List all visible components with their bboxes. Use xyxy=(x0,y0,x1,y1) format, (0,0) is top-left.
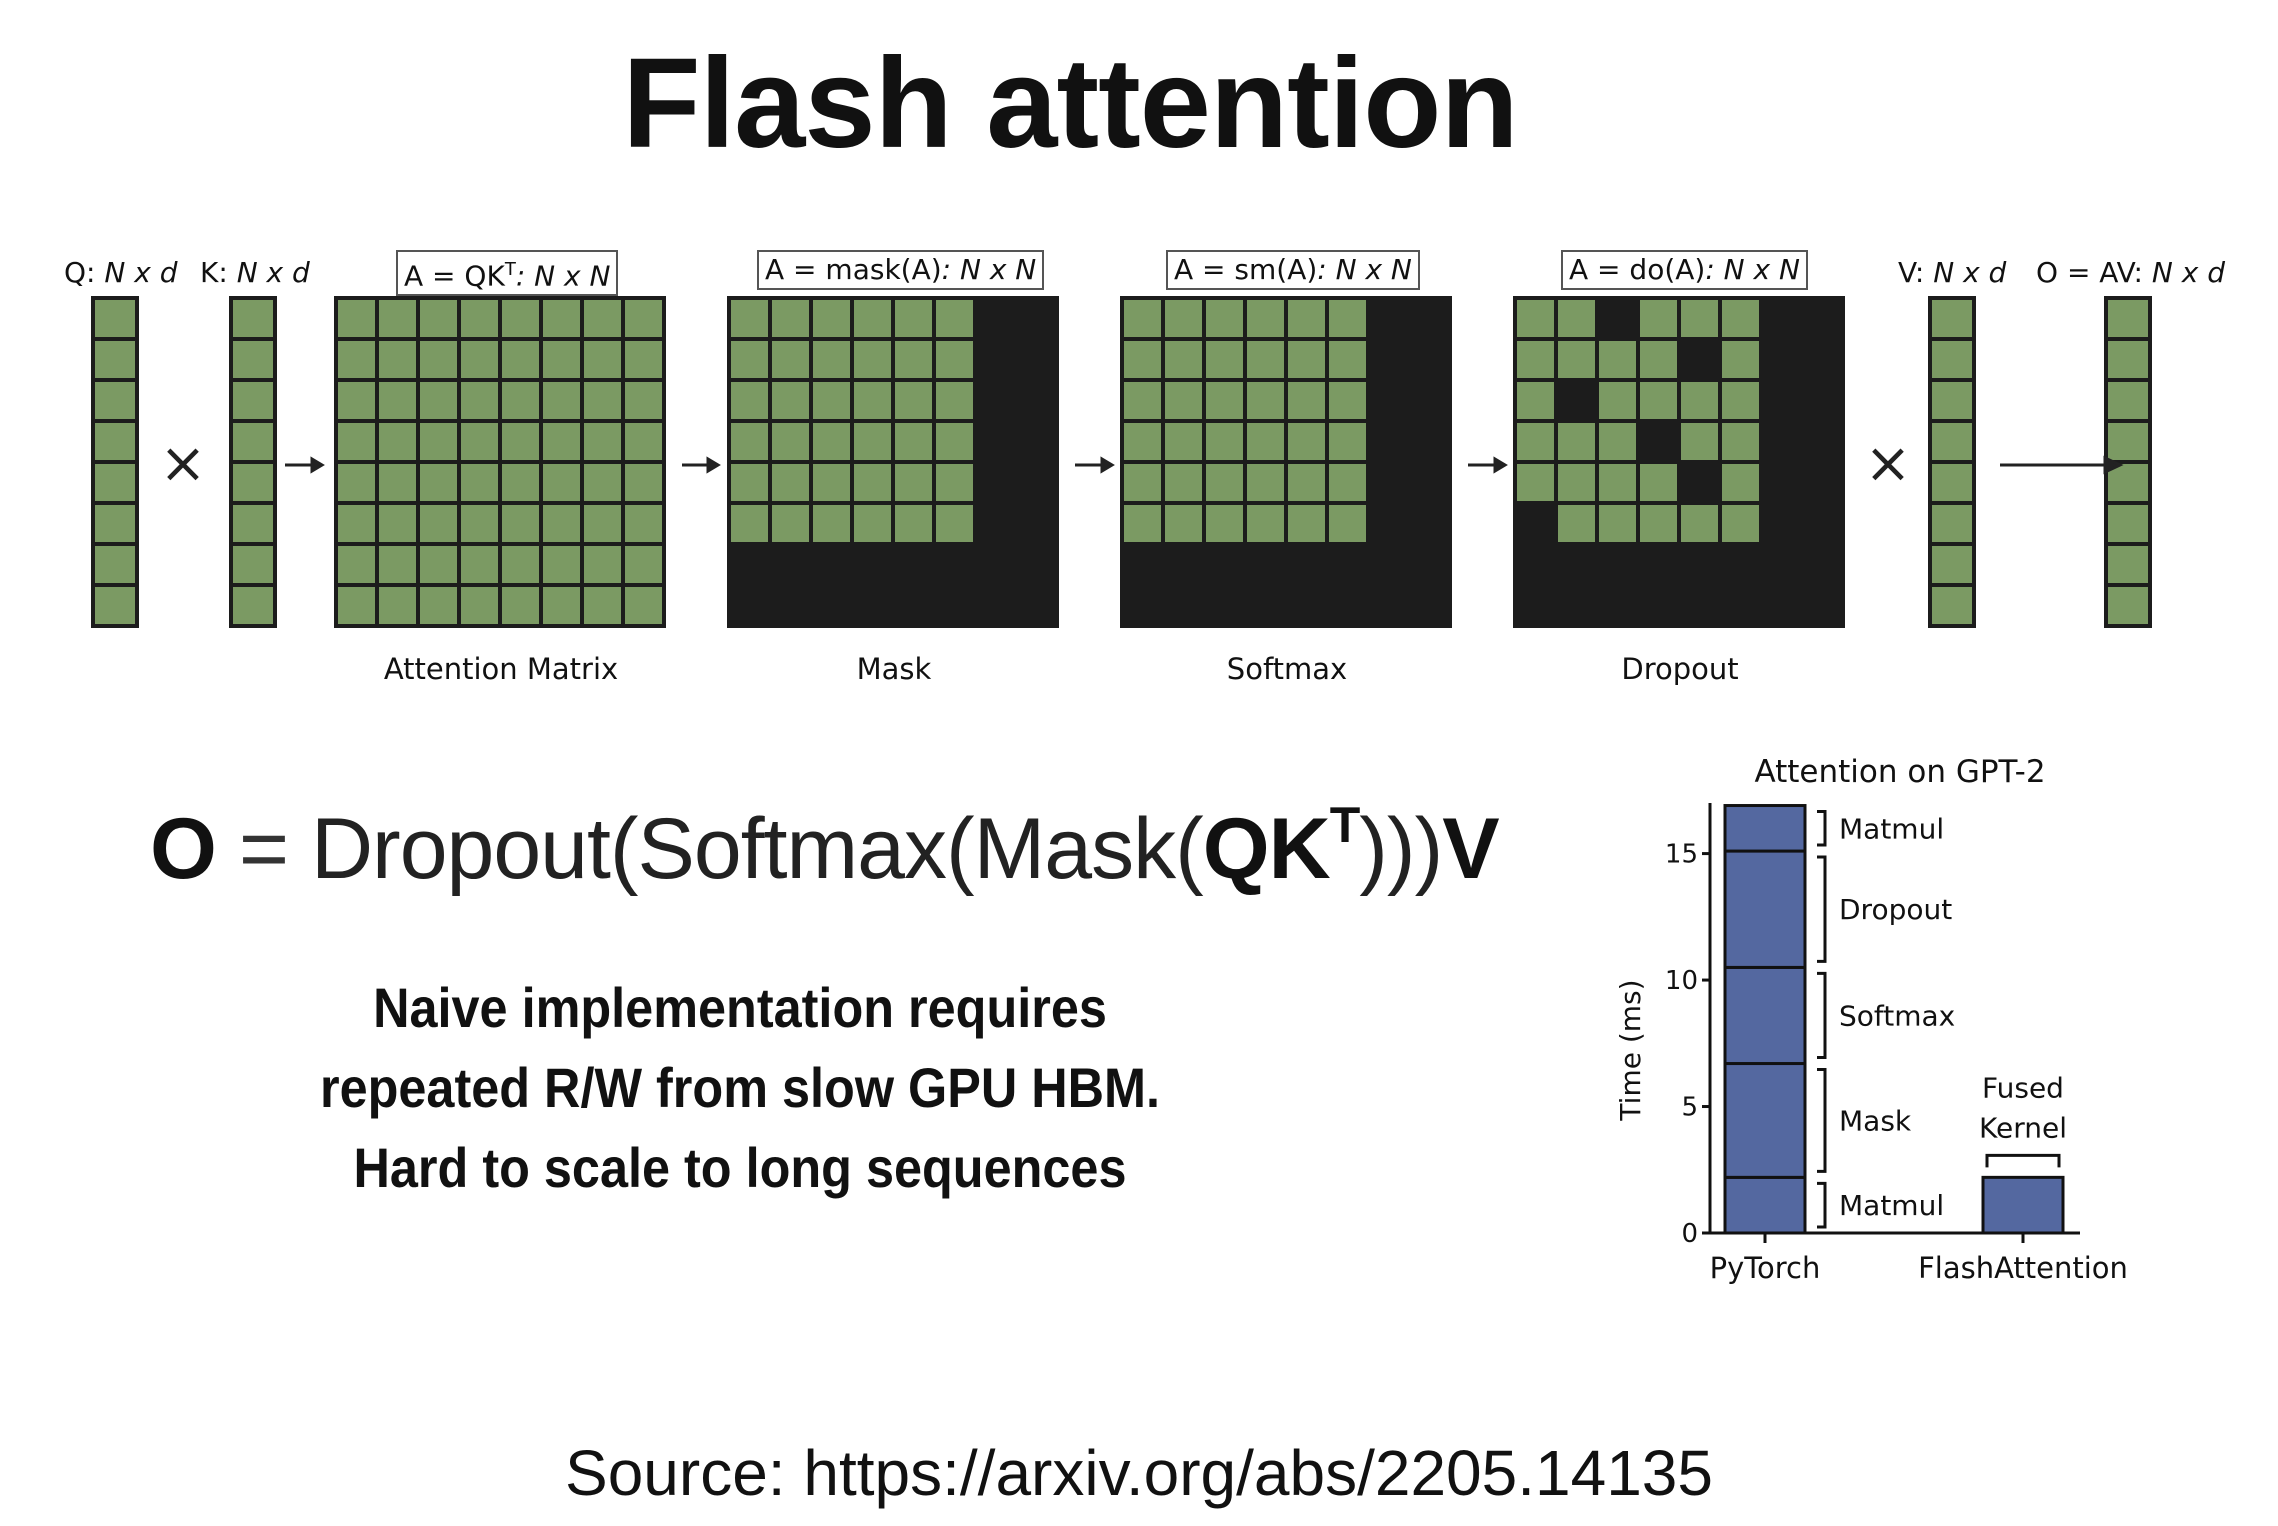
note-line-3: Hard to scale to long sequences xyxy=(353,1136,1127,1199)
v-label: V: N x d xyxy=(1898,256,2007,289)
dropout-matrix-grid xyxy=(1513,296,1845,628)
bar-segment xyxy=(1723,849,1807,969)
segment-label: Mask xyxy=(1839,1104,1912,1137)
attention-matrix-caption: Attention Matrix xyxy=(383,652,619,686)
attention-matrix-formula: A = QKT: N x N xyxy=(396,250,619,297)
notes-block: Naive implementation requires repeated R… xyxy=(240,968,1240,1208)
y-axis-label: Time (ms) xyxy=(1614,979,1647,1121)
attention-matrix-grid xyxy=(334,296,666,628)
fused-label-line-2: Kernel xyxy=(1979,1111,2067,1144)
dropout-formula: A = do(A): N x N xyxy=(1561,250,1808,290)
arrow-2 xyxy=(682,456,721,474)
bar-segment xyxy=(1723,1062,1807,1179)
softmax-matrix-grid xyxy=(1120,296,1452,628)
segment-bracket xyxy=(1817,971,1827,1060)
segment-bracket xyxy=(1817,855,1827,963)
y-tick-label: 0 xyxy=(1681,1219,1698,1249)
arrow-3 xyxy=(1075,456,1115,474)
x-tick-label: FlashAttention xyxy=(1918,1251,2128,1285)
fused-bracket xyxy=(1985,1153,2061,1168)
chart-title: Attention on GPT-2 xyxy=(1754,754,2045,790)
q-matrix xyxy=(91,296,139,628)
bar-segment xyxy=(1981,1175,2065,1235)
attention-pipeline-diagram: × × xyxy=(91,296,2152,628)
times-symbol-2: × xyxy=(1865,431,1912,496)
page-title: Flash attention xyxy=(622,32,1518,175)
y-tick-label: 15 xyxy=(1665,840,1698,870)
source-citation: Source: https://arxiv.org/abs/2205.14135 xyxy=(565,1437,1713,1509)
segment-bracket xyxy=(1817,1068,1827,1173)
k-matrix xyxy=(229,296,277,628)
times-symbol-1: × xyxy=(160,431,207,496)
k-label: K: N x d xyxy=(200,256,310,289)
bar-segment xyxy=(1723,965,1807,1066)
mask-formula: A = mask(A): N x N xyxy=(757,250,1045,290)
mask-caption: Mask xyxy=(856,652,932,686)
note-line-1: Naive implementation requires xyxy=(373,976,1107,1039)
arrow-4 xyxy=(1468,456,1508,474)
softmax-formula: A = sm(A): N x N xyxy=(1166,250,1420,290)
segment-label: Matmul xyxy=(1839,812,1944,845)
v-matrix xyxy=(1928,296,1976,628)
segment-bracket xyxy=(1817,1181,1827,1229)
arrow-1 xyxy=(285,456,325,474)
gpt2-attention-chart: Attention on GPT-2 Time (ms) 0 5 10 15 Matmu… xyxy=(1614,754,2128,1285)
y-tick-label: 10 xyxy=(1665,966,1698,996)
fused-label-line-1: Fused xyxy=(1982,1071,2064,1104)
bar-segment xyxy=(1723,1175,1807,1235)
softmax-caption: Softmax xyxy=(1226,652,1348,686)
mask-matrix-grid xyxy=(727,296,1059,628)
segment-label: Dropout xyxy=(1839,893,1952,926)
y-tick-label: 5 xyxy=(1681,1093,1698,1123)
segment-label: Softmax xyxy=(1839,999,1955,1032)
x-tick-label: PyTorch xyxy=(1710,1251,1821,1285)
attention-equation: O = Dropout(Softmax(Mask(QKT)))V xyxy=(150,797,1500,897)
note-line-2: repeated R/W from slow GPU HBM. xyxy=(319,1056,1161,1119)
segment-label: Matmul xyxy=(1839,1189,1944,1222)
bar-segment xyxy=(1723,804,1807,853)
o-matrix xyxy=(2104,296,2152,628)
segment-bracket xyxy=(1817,810,1827,847)
q-label: Q: N x d xyxy=(64,256,178,289)
dropout-caption: Dropout xyxy=(1621,652,1739,686)
o-label: O = AV: N x d xyxy=(2036,256,2225,289)
arrow-5 xyxy=(2000,455,2124,475)
